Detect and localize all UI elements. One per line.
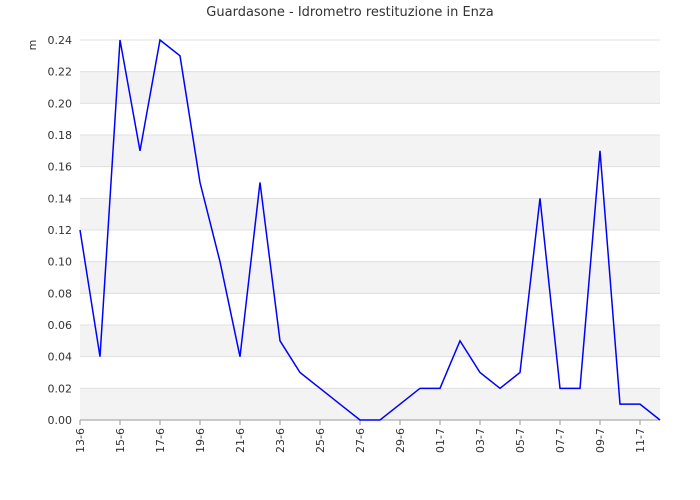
y-tick-label: 0.24 [48, 34, 73, 47]
grid-band [80, 325, 660, 357]
x-tick-label: 23-6 [274, 428, 287, 453]
y-tick-label: 0.02 [48, 382, 73, 395]
y-tick-label: 0.06 [48, 319, 73, 332]
x-tick-label: 21-6 [234, 428, 247, 453]
data-line [79, 38, 661, 421]
x-tick-label: 17-6 [154, 428, 167, 453]
grid-band [80, 135, 660, 167]
grid-band [80, 71, 660, 104]
grid-band [80, 388, 660, 420]
y-tick-label: 0.16 [48, 161, 73, 174]
x-tick-label: 07-7 [554, 428, 567, 453]
y-axis-label: m [26, 40, 39, 51]
x-tick-label: 11-7 [634, 428, 647, 453]
x-tick-label: 05-7 [514, 428, 527, 453]
x-tick-label: 25-6 [314, 428, 327, 453]
y-tick-label: 0.08 [48, 287, 73, 300]
x-tick-label: 13-6 [74, 428, 87, 453]
y-tick-label: 0.12 [48, 224, 73, 237]
y-tick-label: 0.00 [48, 414, 73, 427]
x-tick-label: 19-6 [194, 428, 207, 453]
y-tick-label: 0.22 [48, 66, 73, 79]
y-tick-label: 0.18 [48, 129, 73, 142]
y-tick-label: 0.14 [48, 192, 73, 205]
y-tick-label: 0.10 [48, 256, 73, 269]
y-tick-label: 0.20 [48, 97, 73, 110]
x-tick-label: 27-6 [354, 428, 367, 453]
x-tick-label: 09-7 [594, 428, 607, 453]
x-tick-label: 01-7 [434, 428, 447, 453]
chart-title: Guardasone - Idrometro restituzione in E… [206, 5, 493, 20]
x-tick-label: 29-6 [394, 428, 407, 453]
grid-band [80, 198, 660, 230]
x-tick-label: 15-6 [114, 428, 127, 453]
grid-band [80, 261, 660, 294]
y-tick-label: 0.04 [48, 351, 73, 364]
x-tick-label: 03-7 [474, 428, 487, 453]
